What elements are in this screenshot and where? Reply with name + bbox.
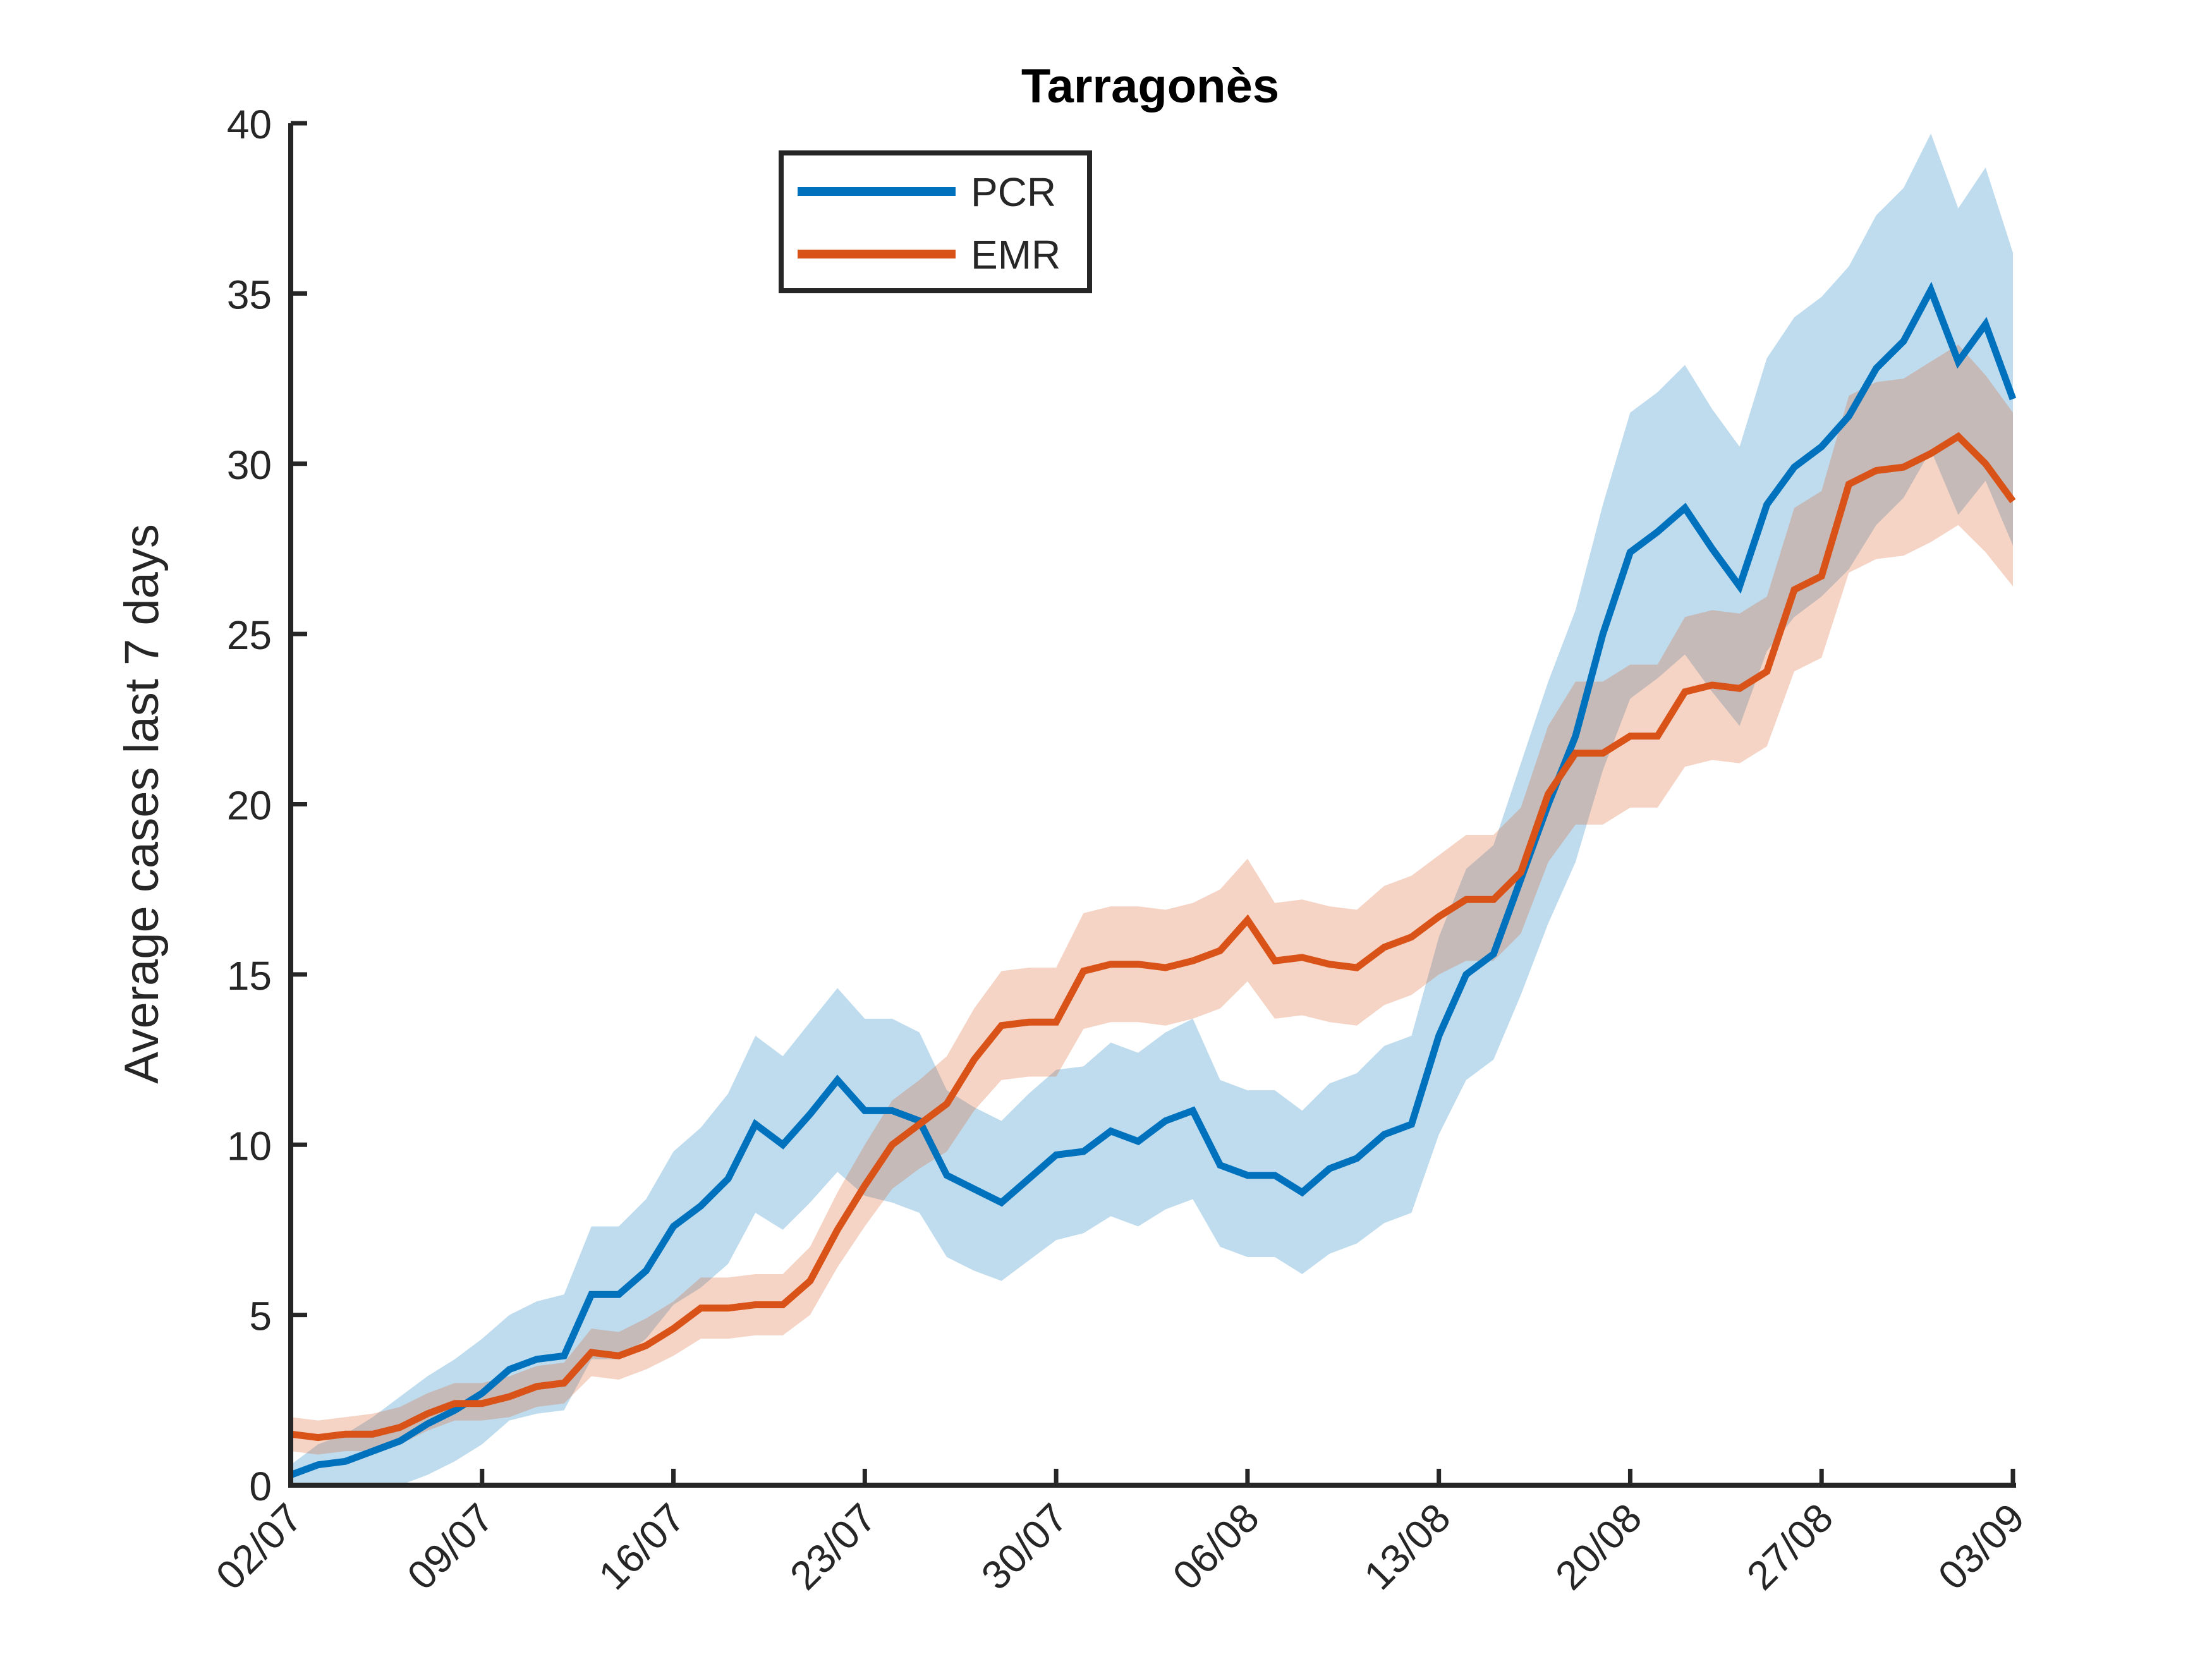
y-tick-label: 5 (249, 1294, 272, 1339)
y-tick-label: 30 (227, 442, 272, 488)
legend: PCR EMR (779, 150, 1092, 293)
legend-label-emr: EMR (971, 232, 1060, 277)
y-ticks: 0 5 10 15 20 25 30 35 40 (227, 102, 307, 1509)
series-lines (289, 281, 2017, 1478)
legend-box (779, 150, 1092, 293)
confidence-bands (291, 133, 2013, 1486)
y-tick-label: 10 (227, 1123, 272, 1169)
y-tick-label: 25 (227, 612, 272, 658)
chart-title: Tarragonès (1021, 59, 1279, 113)
y-tick-label: 20 (227, 783, 272, 829)
y-axis-title: Average cases last 7 days (115, 524, 169, 1084)
y-tick-label: 35 (227, 272, 272, 317)
confidence-band-pcr (291, 133, 2013, 1486)
legend-label-pcr: PCR (971, 169, 1056, 215)
y-tick-label: 15 (227, 953, 272, 999)
series-line-pcr (289, 281, 2017, 1478)
confidence-band-emr (291, 344, 2013, 1455)
y-tick-label: 0 (249, 1464, 272, 1509)
series-line-emr (290, 432, 2016, 1442)
y-tick-label: 40 (227, 102, 272, 147)
